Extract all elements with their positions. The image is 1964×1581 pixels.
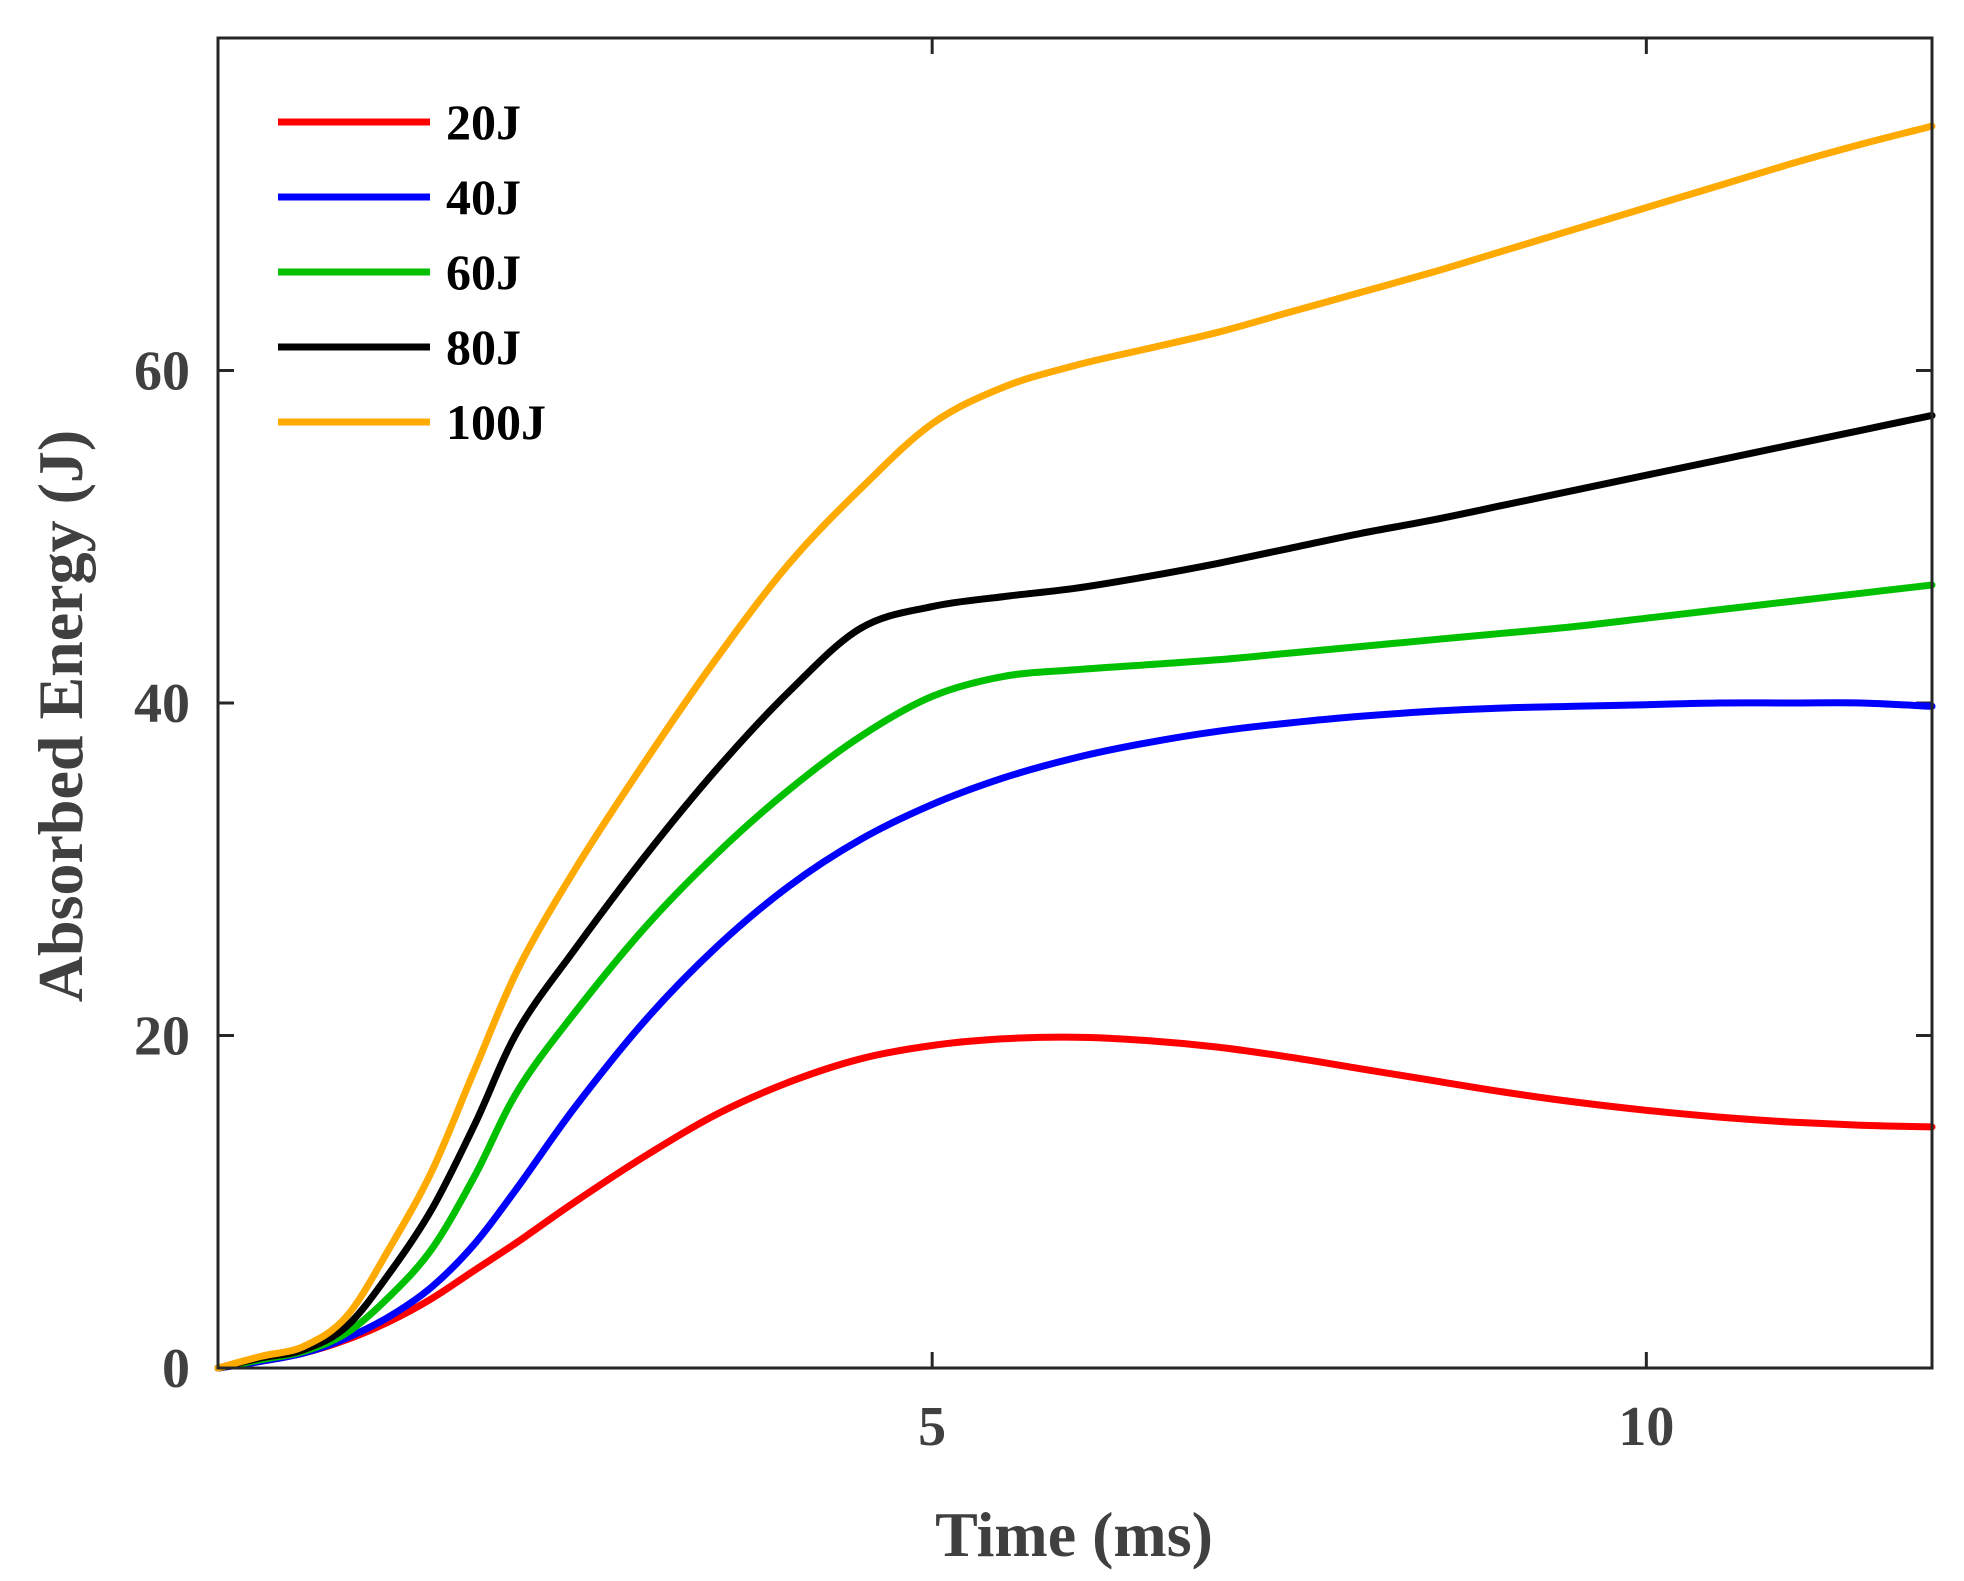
legend-item-20j: 20J <box>278 94 521 150</box>
y-tick-label: 0 <box>162 1338 190 1400</box>
series-lines <box>214 122 1936 1372</box>
x-tick-label: 10 <box>1618 1396 1674 1458</box>
legend-label: 80J <box>446 319 521 375</box>
y-tick-label: 40 <box>134 673 190 735</box>
legend-item-40j: 40J <box>278 169 521 225</box>
series-line-100j <box>214 122 1936 1372</box>
legend-item-100j: 100J <box>278 394 546 450</box>
y-tick-label: 60 <box>134 341 190 403</box>
x-tick-labels: 5 10 <box>918 1396 1674 1458</box>
y-axis-title: Absorbed Energy (J) <box>25 430 96 1002</box>
x-axis-title: Time (ms) <box>935 1499 1213 1570</box>
series-line-80j <box>214 411 1936 1372</box>
axes-frame <box>216 36 1934 1370</box>
legend-label: 20J <box>446 94 521 150</box>
legend-label: 100J <box>446 394 546 450</box>
series-line-60j <box>214 581 1936 1372</box>
x-tick-label: 5 <box>918 1396 946 1458</box>
legend: 20J 40J 60J 80J 100J <box>278 94 546 450</box>
legend-item-60j: 60J <box>278 244 521 300</box>
y-tick-label: 20 <box>134 1006 190 1068</box>
y-tick-labels: 0 20 40 60 <box>134 341 190 1401</box>
legend-label: 60J <box>446 244 521 300</box>
legend-label: 40J <box>446 169 521 225</box>
series-line-20j <box>214 1033 1936 1372</box>
legend-item-80j: 80J <box>278 319 521 375</box>
series-line-40j <box>214 699 1936 1372</box>
